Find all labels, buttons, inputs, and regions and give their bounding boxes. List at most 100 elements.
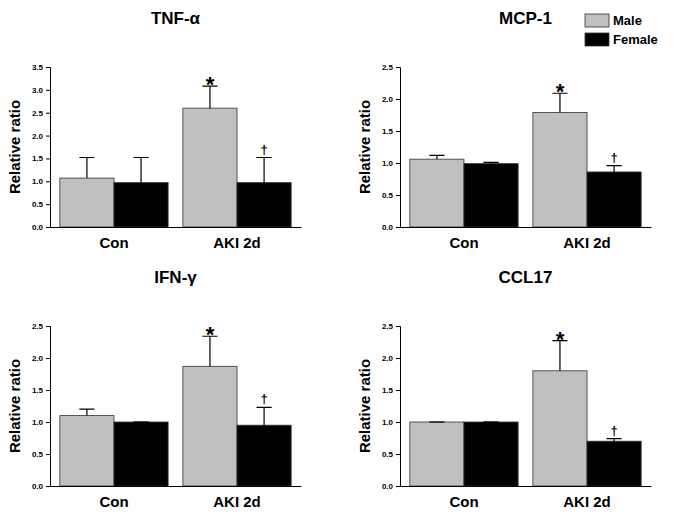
x-tick-label: AKI 2d [563, 493, 611, 510]
error-bar [429, 421, 444, 422]
plot: *†0.00.51.01.52.02.5ConAKI 2d [382, 63, 652, 251]
y-axis: 0.00.51.01.52.02.5 [382, 322, 401, 491]
annotation: † [260, 142, 267, 157]
y-tick: 2.0 [32, 354, 50, 363]
y-tick-label: 1.5 [32, 386, 44, 395]
y-tick: 0.5 [32, 200, 50, 209]
y-axis-title: Relative ratio [356, 100, 373, 194]
y-tick-mark [396, 67, 400, 68]
bar [237, 183, 291, 227]
bar [587, 441, 641, 486]
y-tick-label: 2.0 [32, 132, 44, 141]
bar [114, 183, 168, 227]
y-tick-label: 1.5 [382, 127, 394, 136]
y-tick-mark [396, 326, 400, 327]
y-tick: 1.5 [32, 386, 50, 395]
error-bar [483, 162, 498, 163]
y-tick: 2.0 [382, 95, 400, 104]
error-bar [607, 166, 622, 172]
y-tick: 0.0 [32, 223, 50, 232]
y-axis-title: Relative ratio [6, 359, 23, 453]
chart-title: IFN-γ [154, 268, 197, 287]
y-tick-label: 0.0 [382, 482, 394, 491]
x-tick: AKI 2d [213, 493, 261, 510]
x-axis-line [401, 486, 652, 487]
y-tick-label: 2.5 [382, 322, 394, 331]
y-axis: 0.00.51.01.52.02.53.03.5 [32, 63, 51, 232]
error-bar [79, 409, 94, 415]
y-tick-mark [396, 227, 400, 228]
y-tick-mark [46, 326, 50, 327]
y-tick: 0.0 [32, 482, 50, 491]
legend-entry: Female [585, 32, 658, 47]
panel: TNF-αRelative ratio*†0.00.51.01.52.02.53… [6, 9, 302, 251]
y-tick: 0.0 [382, 223, 400, 232]
y-tick-mark [46, 136, 50, 137]
y-tick: 2.5 [32, 109, 50, 118]
y-tick-mark [46, 204, 50, 205]
bar [533, 371, 587, 486]
x-tick-label: AKI 2d [213, 493, 261, 510]
bar [464, 164, 518, 227]
y-tick: 3.0 [32, 86, 50, 95]
y-tick: 1.0 [382, 418, 400, 427]
legend-label: Male [613, 13, 642, 28]
y-tick-label: 0.5 [382, 191, 394, 200]
y-tick: 1.0 [382, 159, 400, 168]
y-tick-mark [46, 390, 50, 391]
y-tick-mark [46, 67, 50, 68]
y-tick-mark [396, 99, 400, 100]
y-tick-label: 0.5 [32, 200, 44, 209]
y-tick: 1.5 [382, 127, 400, 136]
y-tick-label: 2.5 [32, 322, 44, 331]
y-tick-mark [46, 227, 50, 228]
annotation: † [260, 391, 267, 406]
y-tick: 1.5 [32, 154, 50, 163]
annotation: * [556, 79, 565, 104]
annotation: * [206, 322, 215, 347]
y-tick-mark [396, 163, 400, 164]
x-axis-line [401, 227, 652, 228]
chart-title: CCL17 [499, 268, 553, 287]
error-bar [483, 421, 498, 422]
x-axis: Con AKI 2d [51, 487, 302, 511]
bar [183, 366, 237, 486]
y-tick-mark [46, 486, 50, 487]
legend-label: Female [613, 32, 658, 47]
y-tick: 0.5 [382, 450, 400, 459]
y-tick-mark [396, 358, 400, 359]
figure: TNF-αRelative ratio*†0.00.51.01.52.02.53… [0, 0, 699, 519]
y-tick-mark [46, 358, 50, 359]
x-axis-line [51, 227, 302, 228]
y-tick-label: 2.0 [382, 354, 394, 363]
y-tick-mark [396, 195, 400, 196]
y-tick-label: 3.0 [32, 86, 44, 95]
bar [114, 422, 168, 486]
error-bar [133, 158, 148, 183]
bar [587, 172, 641, 227]
y-tick-label: 1.0 [32, 177, 44, 186]
error-bar [257, 407, 272, 425]
y-axis: 0.00.51.01.52.02.5 [32, 322, 51, 491]
y-tick: 0.5 [382, 191, 400, 200]
plot: *†0.00.51.01.52.02.5ConAKI 2d [382, 322, 652, 510]
y-tick-mark [46, 90, 50, 91]
y-tick-mark [46, 113, 50, 114]
y-tick-label: 0.0 [32, 223, 44, 232]
bar [183, 108, 237, 227]
y-tick-mark [46, 454, 50, 455]
plot: *†0.00.51.01.52.02.5ConAKI 2d [32, 322, 302, 510]
y-tick: 2.5 [382, 63, 400, 72]
bar [464, 422, 518, 486]
legend-entry: Male [585, 13, 642, 28]
y-tick-label: 0.0 [382, 223, 394, 232]
y-tick: 2.5 [382, 322, 400, 331]
y-tick-label: 1.0 [382, 159, 394, 168]
legend-swatch [585, 33, 609, 46]
x-tick: Con [99, 493, 128, 510]
x-tick: Con [449, 493, 478, 510]
bar [60, 178, 114, 227]
x-tick-label: Con [99, 493, 128, 510]
x-tick-label: Con [449, 493, 478, 510]
error-bar [257, 158, 272, 183]
